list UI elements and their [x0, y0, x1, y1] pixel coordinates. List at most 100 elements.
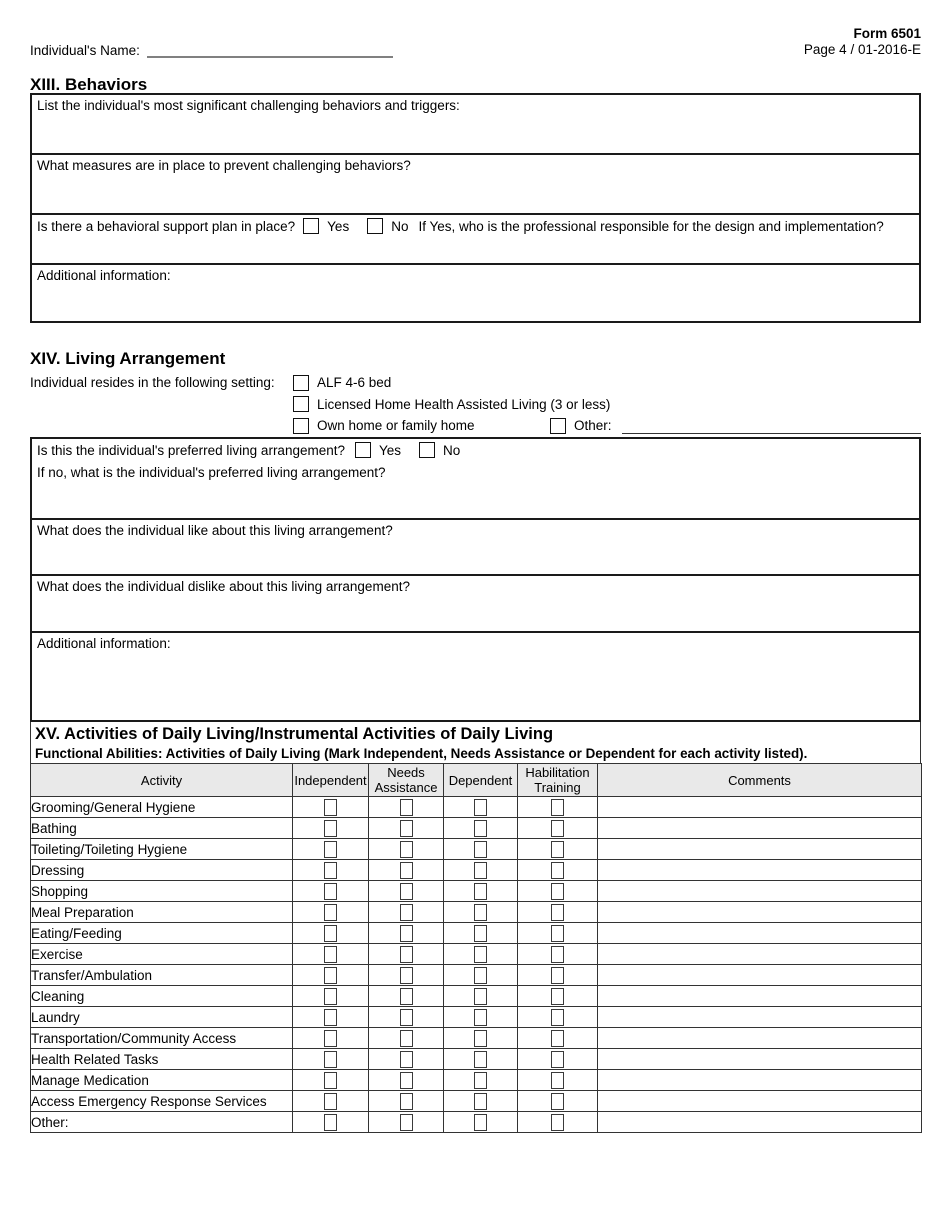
licensed-home-checkbox[interactable] — [293, 396, 309, 413]
habilitation-training-checkbox[interactable] — [551, 861, 564, 879]
dependent-checkbox[interactable] — [474, 1050, 487, 1068]
comments-cell[interactable] — [597, 1048, 922, 1070]
needs-assistance-checkbox[interactable] — [399, 1071, 413, 1089]
dependent-checkbox[interactable] — [474, 798, 487, 816]
comments-cell[interactable] — [597, 796, 922, 818]
independent-checkbox[interactable] — [324, 861, 337, 879]
comments-cell[interactable] — [597, 859, 922, 881]
needs-assistance-checkbox[interactable] — [399, 1113, 413, 1131]
dependent-checkbox[interactable] — [474, 924, 487, 942]
field-challenging-behaviors[interactable]: List the individual's most significant c… — [32, 95, 919, 153]
field-prevention-measures[interactable]: What measures are in place to prevent ch… — [32, 153, 919, 213]
alf-checkbox[interactable] — [293, 374, 309, 391]
dependent-checkbox[interactable] — [474, 1113, 487, 1131]
needs-assistance-checkbox[interactable] — [399, 861, 413, 879]
needs-assistance-checkbox[interactable] — [399, 1008, 413, 1026]
preferred-no-checkbox[interactable] — [419, 442, 436, 458]
independent-checkbox[interactable] — [324, 798, 337, 816]
comments-cell[interactable] — [597, 1111, 922, 1133]
comments-cell[interactable] — [597, 1090, 922, 1112]
behaviors-box: List the individual's most significant c… — [30, 93, 921, 323]
independent-checkbox[interactable] — [324, 987, 337, 1005]
needs-assistance-cell — [368, 922, 444, 944]
comments-cell[interactable] — [597, 1069, 922, 1091]
habilitation-training-checkbox[interactable] — [551, 924, 564, 942]
other-setting-input[interactable] — [621, 418, 921, 434]
preferred-yes-checkbox[interactable] — [355, 442, 371, 458]
field-living-additional-info[interactable]: Additional information: — [32, 631, 919, 714]
needs-assistance-checkbox[interactable] — [399, 840, 413, 858]
independent-checkbox[interactable] — [324, 924, 337, 942]
dependent-checkbox[interactable] — [474, 1092, 487, 1110]
independent-checkbox[interactable] — [324, 903, 337, 921]
needs-assistance-checkbox[interactable] — [399, 819, 413, 837]
dependent-checkbox[interactable] — [474, 861, 487, 879]
comments-cell[interactable] — [597, 880, 922, 902]
habilitation-training-checkbox[interactable] — [551, 1071, 564, 1089]
independent-checkbox[interactable] — [324, 966, 337, 984]
needs-assistance-checkbox[interactable] — [399, 987, 413, 1005]
habilitation-training-checkbox[interactable] — [551, 1008, 564, 1026]
comments-cell[interactable] — [597, 817, 922, 839]
dependent-checkbox[interactable] — [474, 945, 487, 963]
needs-assistance-checkbox[interactable] — [399, 1029, 413, 1047]
independent-checkbox[interactable] — [324, 819, 337, 837]
comments-cell[interactable] — [597, 1006, 922, 1028]
habilitation-training-checkbox[interactable] — [551, 966, 564, 984]
field-behaviors-additional-info[interactable]: Additional information: — [32, 263, 919, 319]
habilitation-training-checkbox[interactable] — [551, 882, 564, 900]
needs-assistance-checkbox[interactable] — [399, 924, 413, 942]
dependent-checkbox[interactable] — [474, 1029, 487, 1047]
dependent-checkbox[interactable] — [474, 966, 487, 984]
dependent-checkbox[interactable] — [474, 819, 487, 837]
independent-checkbox[interactable] — [324, 1092, 337, 1110]
independent-checkbox[interactable] — [324, 945, 337, 963]
needs-assistance-checkbox[interactable] — [399, 882, 413, 900]
other-setting-checkbox[interactable] — [550, 417, 566, 434]
habilitation-training-checkbox[interactable] — [551, 945, 564, 963]
dependent-checkbox[interactable] — [474, 987, 487, 1005]
own-home-checkbox[interactable] — [293, 417, 309, 434]
needs-assistance-checkbox[interactable] — [399, 1092, 413, 1110]
comments-cell[interactable] — [597, 985, 922, 1007]
field-dislikes[interactable]: What does the individual dislike about t… — [32, 574, 919, 631]
needs-assistance-checkbox[interactable] — [399, 798, 413, 816]
habilitation-training-checkbox[interactable] — [551, 1113, 564, 1131]
comments-cell[interactable] — [597, 1027, 922, 1049]
dependent-checkbox[interactable] — [474, 840, 487, 858]
independent-checkbox[interactable] — [324, 1050, 337, 1068]
comments-cell[interactable] — [597, 838, 922, 860]
support-plan-yes-checkbox[interactable] — [303, 218, 320, 234]
habilitation-training-checkbox[interactable] — [551, 840, 564, 858]
dependent-checkbox[interactable] — [474, 882, 487, 900]
field-preferred-arrangement[interactable]: Is this the individual's preferred livin… — [32, 439, 919, 518]
habilitation-training-checkbox[interactable] — [551, 1050, 564, 1068]
dependent-checkbox[interactable] — [474, 1008, 487, 1026]
comments-cell[interactable] — [597, 922, 922, 944]
needs-assistance-checkbox[interactable] — [399, 1050, 413, 1068]
support-plan-no-checkbox[interactable] — [367, 218, 384, 234]
needs-assistance-checkbox[interactable] — [399, 903, 413, 921]
field-likes[interactable]: What does the individual like about this… — [32, 518, 919, 574]
habilitation-training-checkbox[interactable] — [551, 903, 564, 921]
needs-assistance-checkbox[interactable] — [399, 945, 413, 963]
field-support-plan[interactable]: Is there a behavioral support plan in pl… — [32, 213, 919, 263]
independent-checkbox[interactable] — [324, 1113, 337, 1131]
comments-cell[interactable] — [597, 964, 922, 986]
habilitation-training-checkbox[interactable] — [551, 987, 564, 1005]
independent-checkbox[interactable] — [324, 840, 337, 858]
habilitation-training-checkbox[interactable] — [551, 798, 564, 816]
habilitation-training-checkbox[interactable] — [551, 1092, 564, 1110]
independent-checkbox[interactable] — [324, 882, 337, 900]
independent-checkbox[interactable] — [324, 1071, 337, 1089]
independent-checkbox[interactable] — [324, 1029, 337, 1047]
habilitation-training-checkbox[interactable] — [551, 1029, 564, 1047]
dependent-checkbox[interactable] — [474, 903, 487, 921]
individual-name-input[interactable] — [146, 41, 393, 58]
dependent-checkbox[interactable] — [474, 1071, 487, 1089]
needs-assistance-checkbox[interactable] — [399, 966, 413, 984]
comments-cell[interactable] — [597, 901, 922, 923]
comments-cell[interactable] — [597, 943, 922, 965]
independent-checkbox[interactable] — [324, 1008, 337, 1026]
habilitation-training-checkbox[interactable] — [551, 819, 564, 837]
